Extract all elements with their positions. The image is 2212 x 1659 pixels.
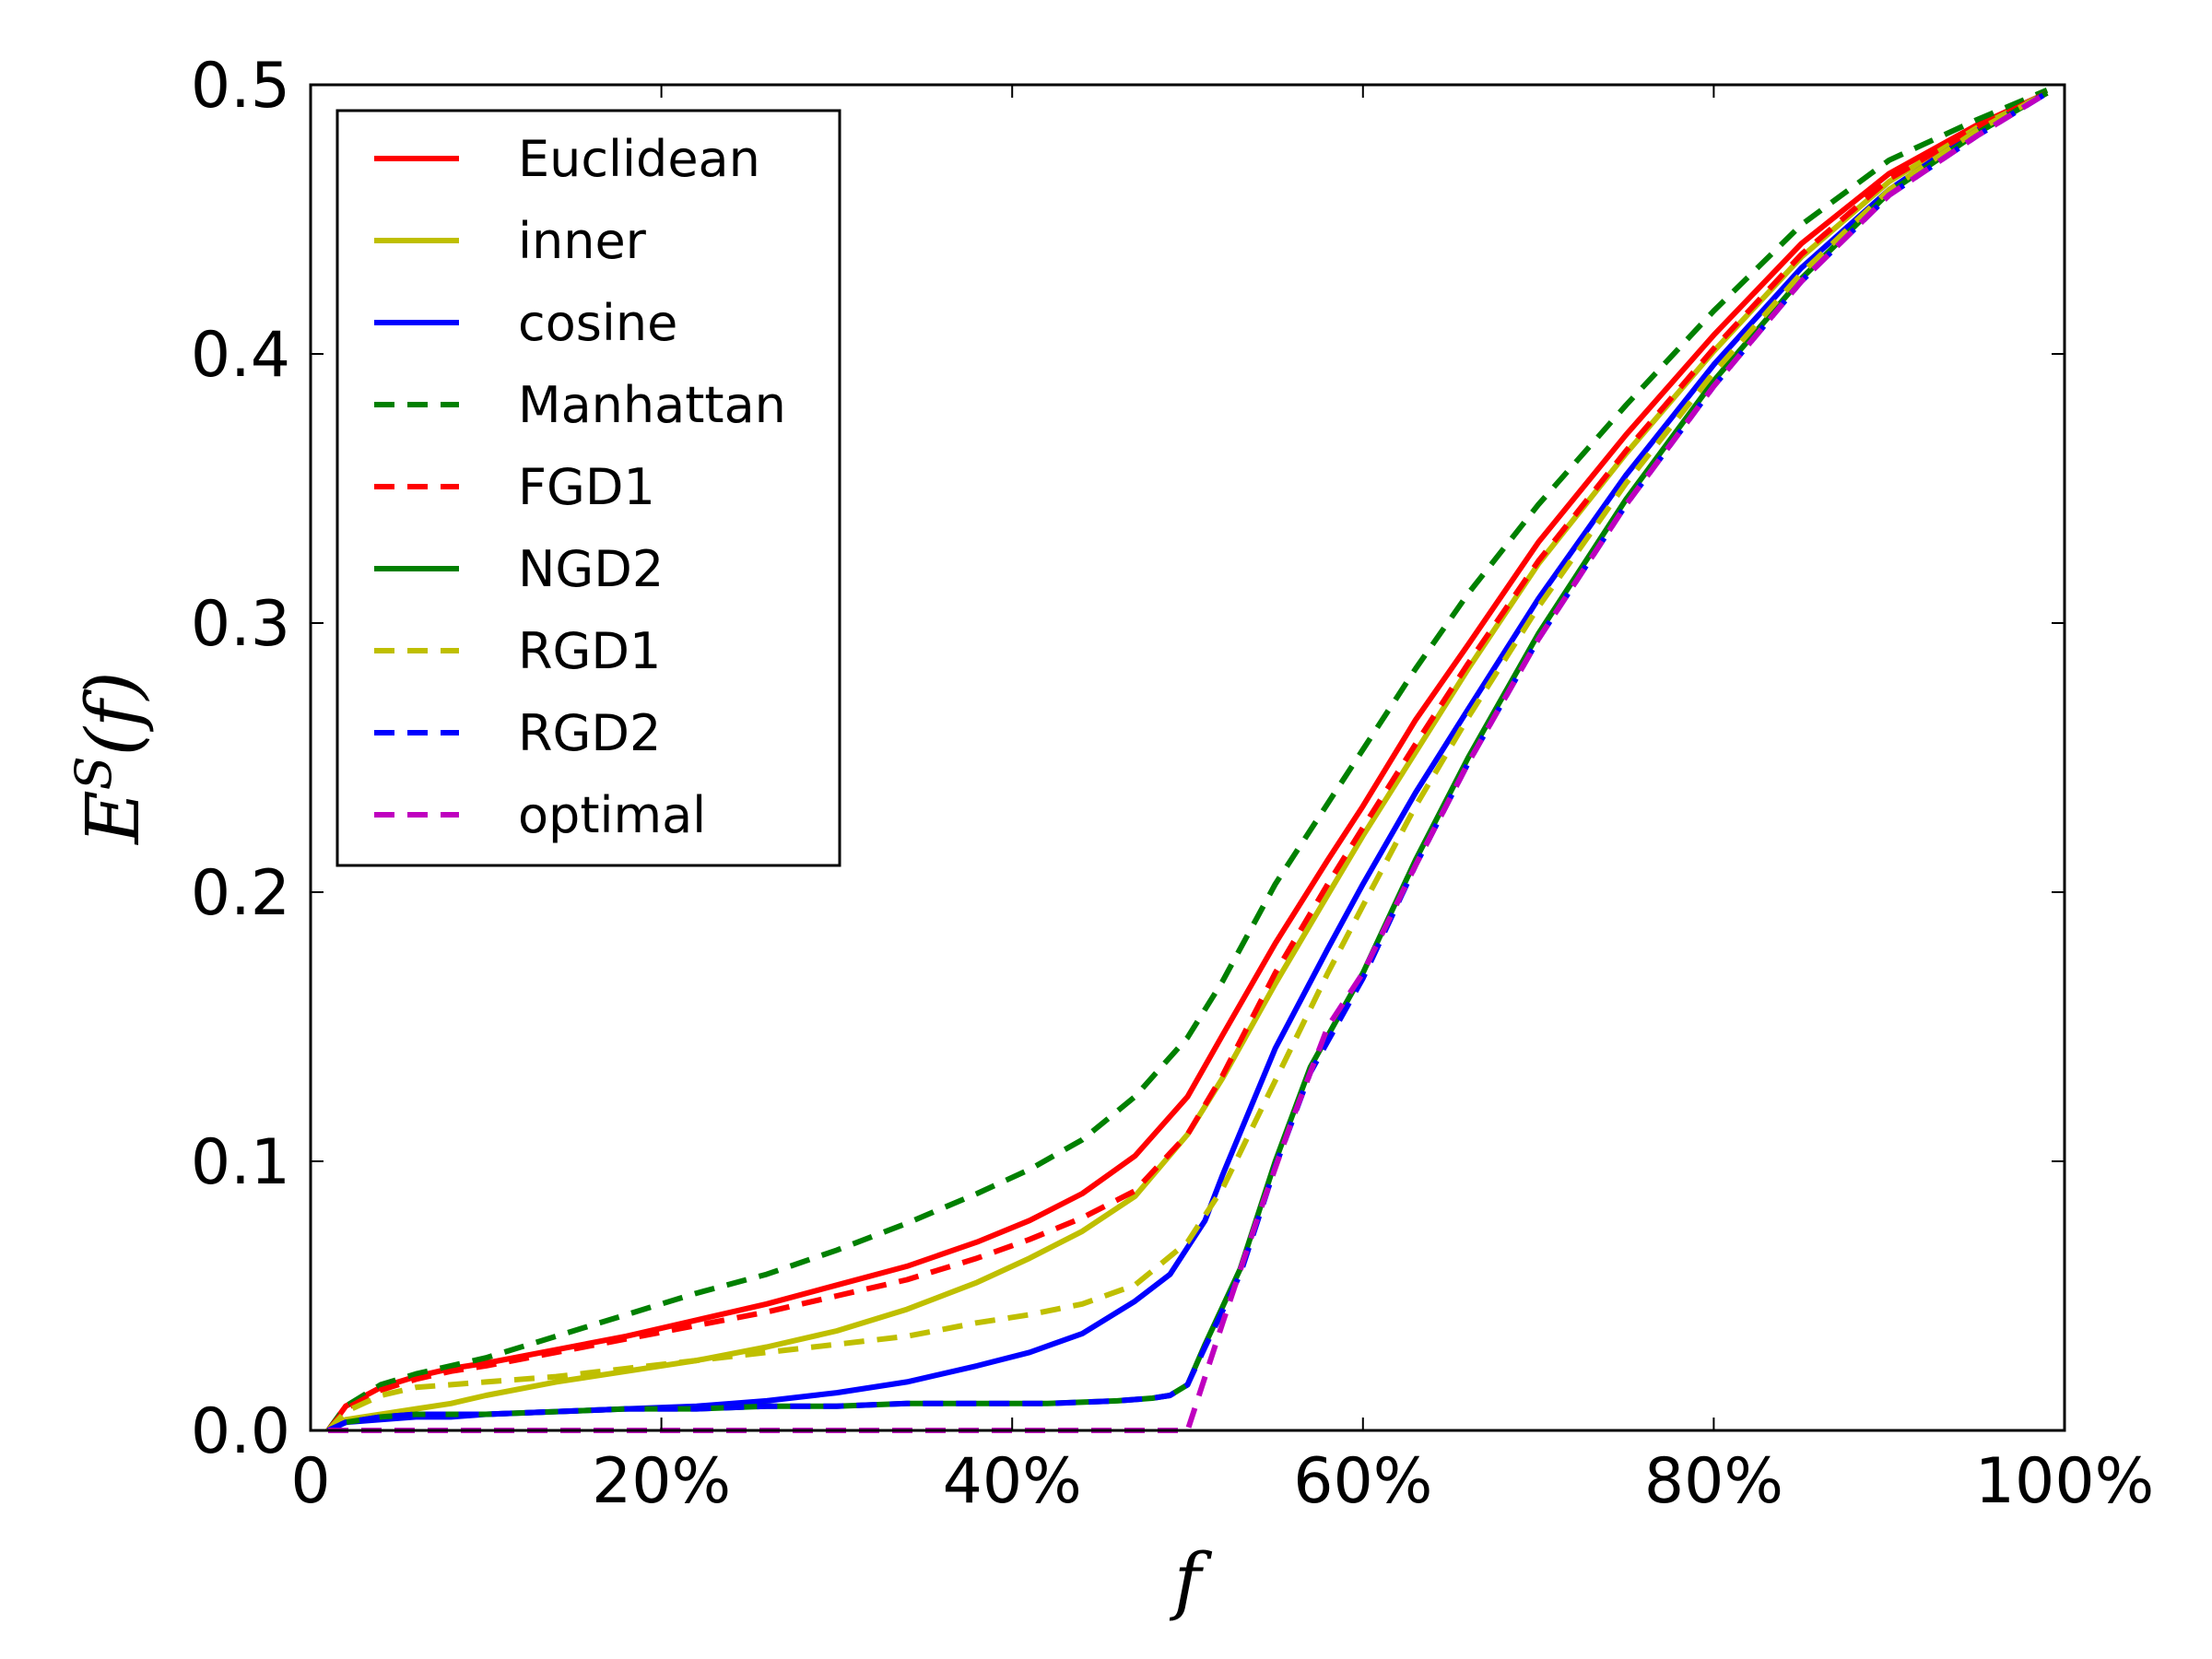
y-tick-label: 0.0 [191, 1395, 290, 1468]
y-tick-label: 0.5 [191, 50, 290, 123]
legend-label-optimal: optimal [518, 786, 706, 844]
x-tick-label: 100% [1975, 1445, 2154, 1518]
y-axis-label: ES(f) [65, 671, 156, 845]
legend: Euclidean inner cosine Manhattan FGD1 NGD2 RGD… [335, 109, 841, 867]
legend-label-cosine: cosine [518, 294, 677, 352]
series-line-fgd1 [325, 90, 2049, 1432]
y-tick-label: 0.1 [191, 1126, 290, 1199]
x-tick-label: 20% [592, 1445, 731, 1518]
legend-label-rgd1: RGD1 [518, 622, 661, 680]
y-tick-label: 0.4 [191, 319, 290, 392]
legend-label-ngd2: NGD2 [518, 540, 664, 598]
y-axis-label-main: E [70, 790, 156, 845]
x-tick-label: 0 [290, 1445, 330, 1518]
legend-label-euclidean: Euclidean [518, 130, 760, 188]
x-tick-label: 60% [1293, 1445, 1432, 1518]
series-line-rgd1 [325, 90, 2049, 1433]
y-axis-label-arg: (f) [70, 671, 156, 756]
legend-label-manhattan: Manhattan [518, 376, 786, 434]
legend-label-inner: inner [518, 212, 647, 270]
series-line-manhattan [325, 88, 2049, 1432]
legend-label-fgd1: FGD1 [518, 458, 655, 516]
plot-frame [309, 83, 2066, 1432]
x-axis-label: f [1170, 1537, 1213, 1623]
x-tick-label: 40% [943, 1445, 1082, 1518]
x-tick-label: 80% [1644, 1445, 1783, 1518]
y-axis-label-sup: S [65, 756, 123, 790]
legend-label-rgd2: RGD2 [518, 704, 661, 762]
y-tick-label: 0.3 [191, 588, 290, 661]
y-tick-label: 0.2 [191, 857, 290, 930]
ticks-layer: 0 20% 40% 60% 80% 100% 0.0 0.1 0.2 0.3 0.4 0.5 [191, 50, 2154, 1518]
